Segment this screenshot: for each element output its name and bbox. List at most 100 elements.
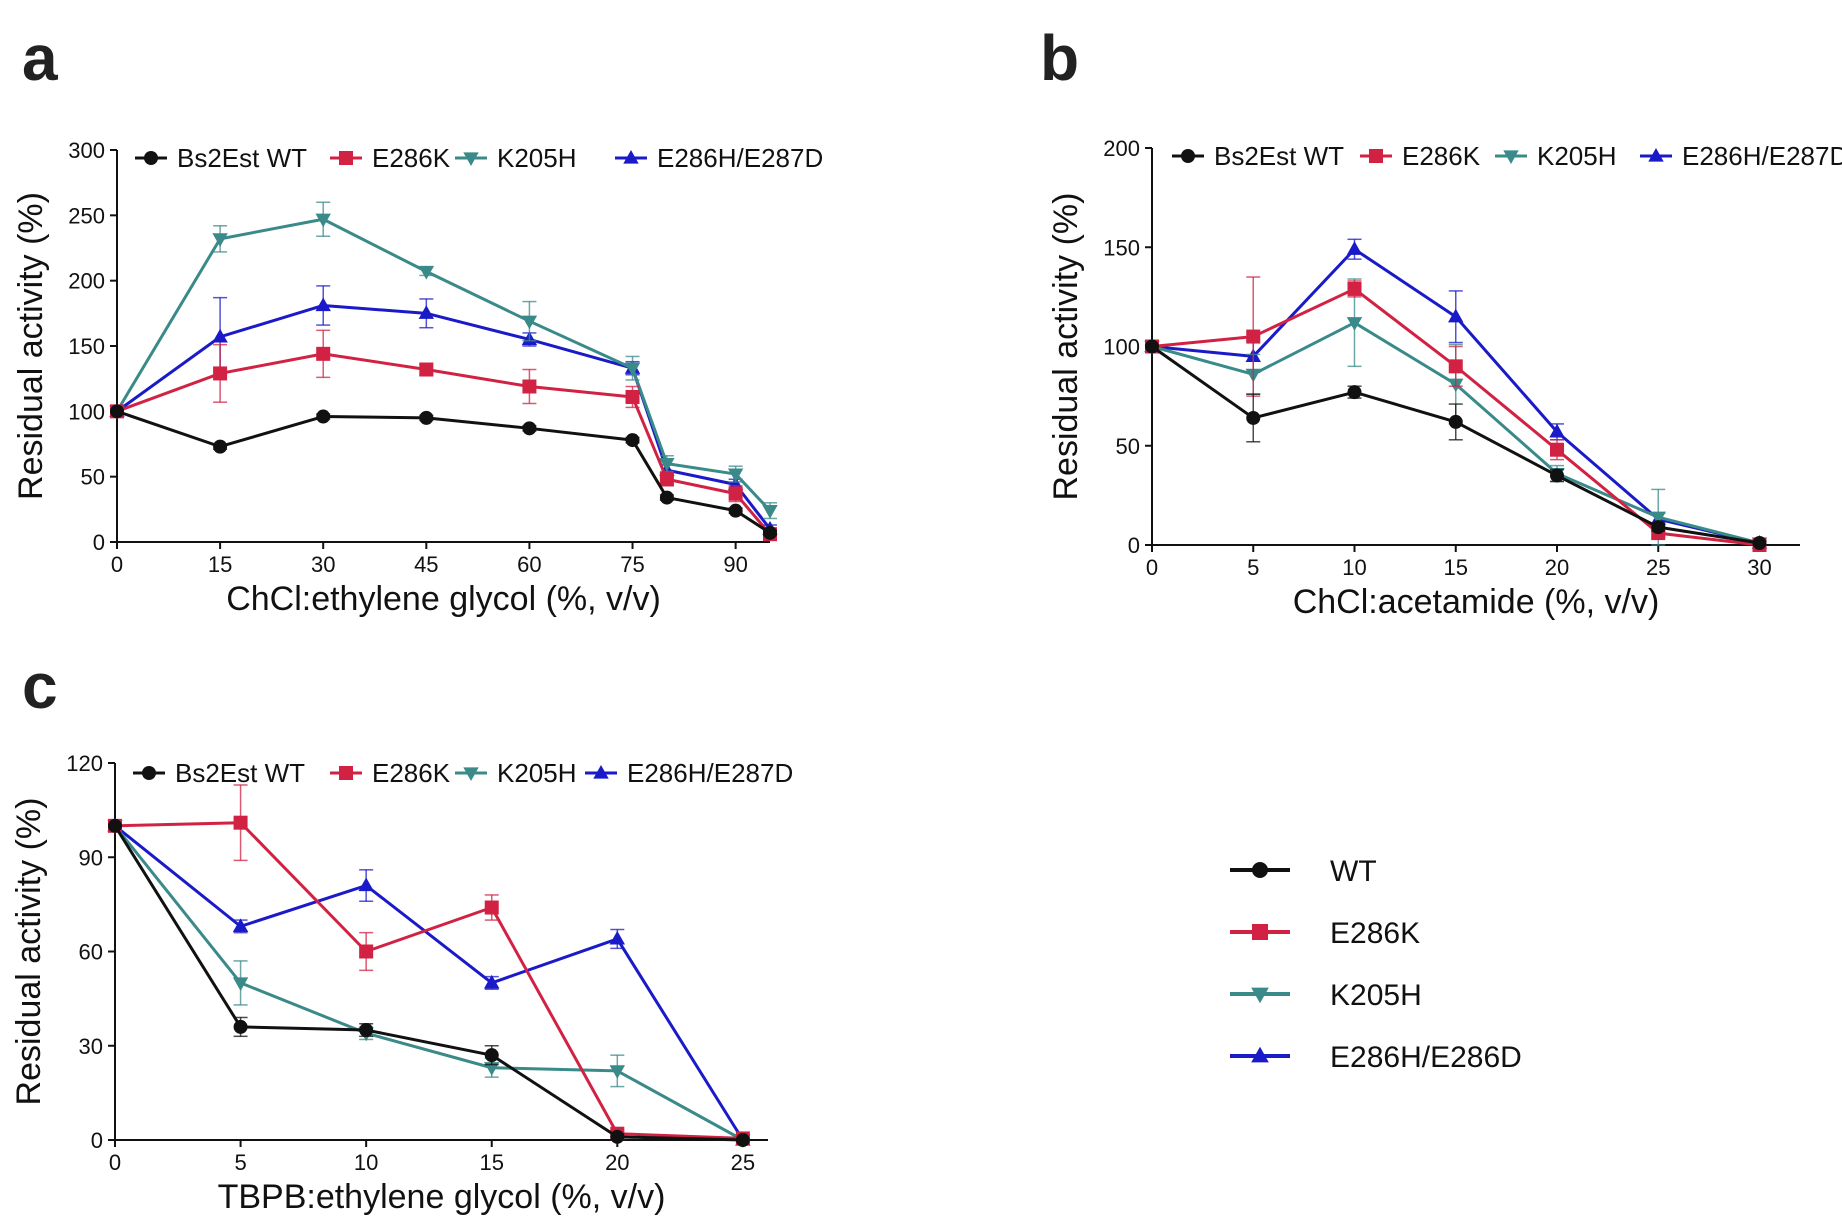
- legend-label: K205H: [1537, 141, 1617, 171]
- series-k205h: [107, 820, 751, 1149]
- legend-item-e286k: E286K: [1360, 141, 1481, 171]
- legend-label: E286H/E286D: [1330, 1041, 1522, 1074]
- data-point: [484, 1048, 499, 1063]
- legend-item-e286k: E286K: [330, 758, 451, 788]
- data-point: [418, 265, 435, 280]
- data-point: [625, 433, 640, 448]
- data-point: [728, 486, 743, 501]
- x-tick-label: 90: [723, 552, 747, 577]
- legend-item-e286k: E286K: [330, 143, 451, 173]
- legend-label: E286K: [372, 758, 451, 788]
- legend-marker: [1251, 987, 1269, 1004]
- y-tick-label: 100: [68, 399, 105, 424]
- series-e286h: [109, 285, 778, 535]
- legend-item-e286h: E286H/E287D: [585, 758, 793, 788]
- legend-marker: [142, 766, 156, 780]
- data-point: [359, 944, 374, 959]
- legend-item-e286h: E286H/E287D: [615, 143, 823, 173]
- x-tick-label: 15: [208, 552, 232, 577]
- shared-legend-item-e286h: E286H/E286D: [1230, 1041, 1522, 1074]
- legend-marker: [463, 152, 479, 167]
- x-tick-label: 0: [109, 1150, 121, 1175]
- y-tick-label: 300: [68, 138, 105, 163]
- legend-item-k205h: K205H: [1495, 141, 1617, 171]
- data-point: [522, 421, 537, 436]
- legend-label: E286H/E287D: [657, 143, 823, 173]
- y-tick-label: 30: [79, 1034, 103, 1059]
- legend-label: K205H: [497, 758, 577, 788]
- data-point: [1448, 308, 1464, 323]
- legend-item-k205h: K205H: [455, 143, 577, 173]
- legend-marker: [1369, 149, 1383, 163]
- shared-legend-item-k205h: K205H: [1230, 979, 1422, 1012]
- legend-marker: [623, 149, 639, 164]
- data-point: [358, 877, 374, 892]
- data-point: [609, 1065, 626, 1079]
- legend-item-wt: Bs2Est WT: [1172, 141, 1344, 171]
- data-point: [762, 505, 778, 519]
- x-tick-label: 75: [620, 552, 644, 577]
- panel-label-b: b: [1040, 22, 1079, 94]
- data-point: [1346, 317, 1363, 331]
- data-point: [110, 404, 124, 419]
- data-point: [1246, 329, 1261, 344]
- legend-item-e286h: E286H/E287D: [1640, 141, 1842, 171]
- data-point: [484, 1062, 500, 1076]
- data-point: [625, 389, 640, 404]
- data-point: [1347, 281, 1362, 296]
- legend-label: E286K: [1330, 917, 1420, 950]
- data-point: [1448, 414, 1463, 429]
- x-axis-title: ChCl:acetamide (%, v/v): [1293, 583, 1660, 621]
- y-tick-label: 250: [68, 203, 105, 228]
- legend-marker: [1252, 862, 1268, 878]
- legend-label: E286K: [372, 143, 451, 173]
- x-tick-label: 25: [731, 1150, 755, 1175]
- data-point: [1651, 520, 1666, 535]
- legend-item-wt: Bs2Est WT: [133, 758, 305, 788]
- data-point: [659, 458, 675, 472]
- x-tick-label: 15: [1444, 555, 1468, 580]
- data-point: [1145, 339, 1159, 354]
- x-tick-label: 30: [311, 552, 335, 577]
- data-point: [315, 213, 331, 228]
- panel-label-a: a: [22, 22, 58, 94]
- x-tick-label: 30: [1747, 555, 1771, 580]
- chart-a: 0 15 30 45 60 75 90 0 50 100 150 200 250 300 ChCl:ethy…: [12, 138, 823, 618]
- legend-marker: [463, 767, 479, 782]
- legend-marker: [339, 151, 353, 165]
- y-tick-label: 50: [1116, 434, 1140, 459]
- legend-label: K205H: [1330, 979, 1422, 1012]
- series-wt: [108, 818, 750, 1147]
- data-point: [521, 315, 538, 330]
- data-point: [659, 472, 674, 487]
- data-point: [232, 977, 249, 991]
- data-point: [1346, 241, 1363, 255]
- data-point: [108, 818, 122, 833]
- legend-label: Bs2Est WT: [1214, 141, 1344, 171]
- legend-marker: [1503, 150, 1519, 165]
- data-point: [315, 297, 331, 312]
- x-tick-label: 15: [479, 1150, 503, 1175]
- data-point: [659, 490, 674, 505]
- legend-label: Bs2Est WT: [175, 758, 305, 788]
- legend-label: E286K: [1402, 141, 1481, 171]
- legend-label: Bs2Est WT: [177, 143, 307, 173]
- panel-label-c: c: [22, 650, 58, 722]
- data-point: [232, 918, 249, 932]
- legend-label: E286H/E287D: [627, 758, 793, 788]
- y-tick-label: 90: [79, 845, 103, 870]
- series-line: [114, 821, 743, 1140]
- series-wt: [110, 404, 777, 540]
- y-tick-label: 50: [81, 465, 105, 490]
- data-point: [609, 930, 626, 945]
- shared-legend: WT E286K K205H E286H/E286D: [1230, 855, 1522, 1074]
- legend-marker: [339, 766, 353, 780]
- y-tick-label: 60: [79, 940, 103, 965]
- legend-marker: [144, 151, 158, 165]
- data-point: [419, 410, 434, 425]
- data-point: [213, 439, 228, 454]
- data-point: [316, 409, 331, 424]
- data-point: [418, 305, 435, 319]
- series-e286k: [110, 329, 777, 542]
